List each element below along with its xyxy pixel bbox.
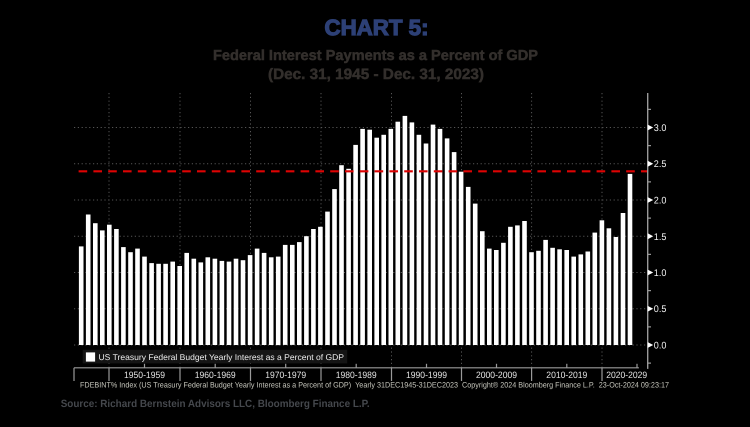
svg-text:2010-2019: 2010-2019 bbox=[546, 370, 587, 380]
svg-text:FDEBINT% Index (US Treasury Fe: FDEBINT% Index (US Treasury Federal Budg… bbox=[80, 380, 669, 389]
svg-text:(Dec. 31, 1945 - Dec. 31, 2023: (Dec. 31, 1945 - Dec. 31, 2023) bbox=[268, 66, 484, 83]
svg-text:2020-2029: 2020-2029 bbox=[606, 370, 647, 380]
svg-text:Federal Interest Payments as a: Federal Interest Payments as a Percent o… bbox=[213, 48, 538, 64]
svg-text:1.5: 1.5 bbox=[654, 232, 667, 243]
svg-text:1950-1959: 1950-1959 bbox=[124, 370, 165, 380]
svg-text:1970-1979: 1970-1979 bbox=[265, 370, 306, 380]
svg-text:0.0: 0.0 bbox=[654, 341, 667, 352]
svg-text:0.5: 0.5 bbox=[654, 304, 667, 315]
svg-text:1990-1999: 1990-1999 bbox=[406, 370, 447, 380]
svg-text:Source: Richard Bernstein Advi: Source: Richard Bernstein Advisors LLC, … bbox=[61, 398, 370, 410]
svg-text:1980-1989: 1980-1989 bbox=[336, 370, 377, 380]
svg-text:1960-1969: 1960-1969 bbox=[195, 370, 236, 380]
svg-text:2.0: 2.0 bbox=[654, 196, 667, 207]
svg-text:2000-2009: 2000-2009 bbox=[476, 370, 517, 380]
svg-text:2.5: 2.5 bbox=[654, 159, 667, 170]
svg-text:1.0: 1.0 bbox=[654, 268, 667, 279]
svg-text:US Treasury Federal Budget Yea: US Treasury Federal Budget Yearly Intere… bbox=[99, 352, 345, 362]
svg-text:CHART 5:: CHART 5: bbox=[325, 15, 429, 40]
svg-text:3.0: 3.0 bbox=[654, 123, 667, 134]
